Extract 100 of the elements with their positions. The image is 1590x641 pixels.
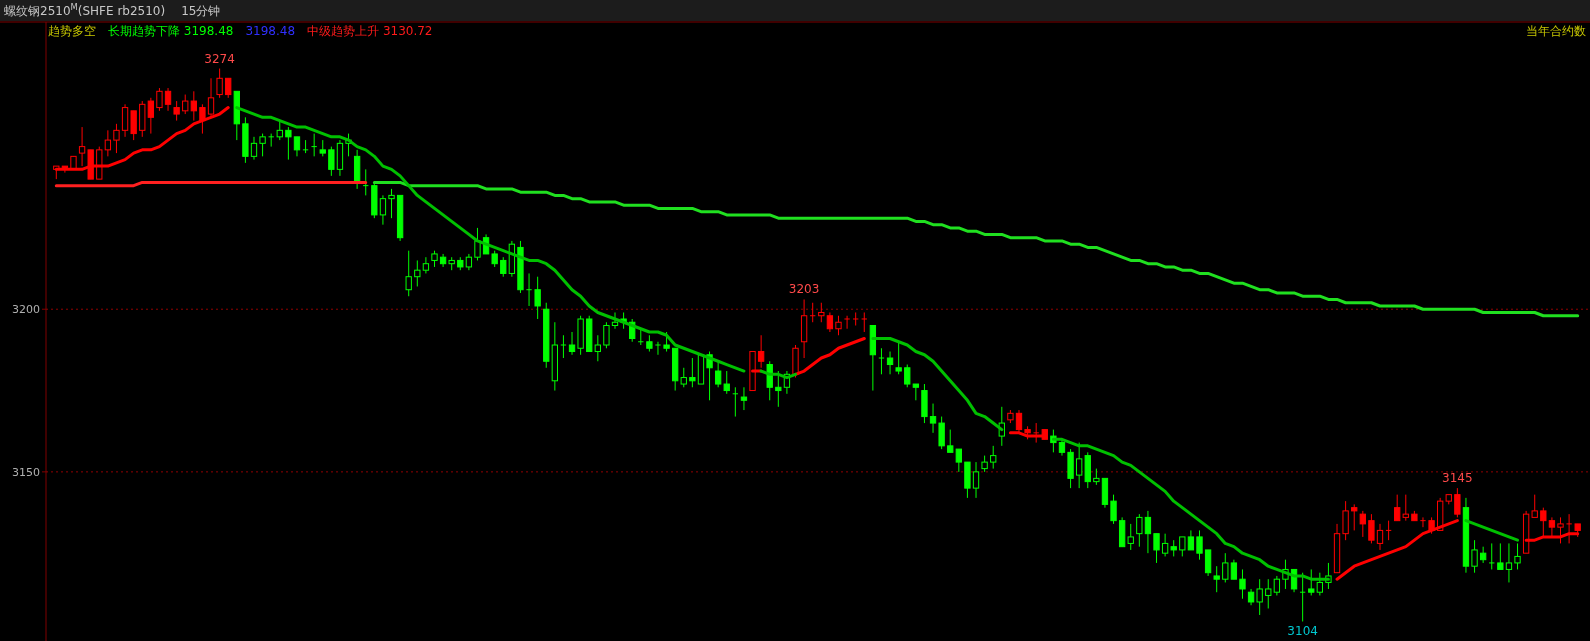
candlestick	[714, 360, 722, 388]
candlestick	[1076, 442, 1083, 489]
candlestick	[534, 276, 541, 320]
candlestick	[1161, 533, 1169, 557]
candlestick	[1505, 542, 1513, 583]
candlestick	[362, 168, 369, 196]
candlestick	[1127, 523, 1134, 551]
y-tick-label: 3150	[12, 465, 40, 479]
candlestick	[1316, 572, 1323, 596]
annotation: 3274	[204, 51, 235, 66]
candlestick	[1265, 578, 1272, 609]
candlestick	[1514, 542, 1521, 570]
candlestick	[1308, 568, 1315, 596]
candlestick	[173, 100, 180, 122]
annotation: 当年合约数	[1526, 24, 1586, 38]
candlestick	[1368, 513, 1375, 544]
candlestick	[1239, 568, 1246, 600]
candlestick	[1531, 494, 1538, 518]
candlestick	[843, 315, 851, 330]
candlestick	[525, 272, 533, 307]
candlestick	[1454, 487, 1461, 518]
candlestick	[680, 367, 687, 388]
candlestick	[121, 103, 129, 138]
candlestick	[1540, 507, 1547, 538]
candlestick	[1557, 516, 1564, 544]
candlestick	[1359, 510, 1366, 538]
candlestick	[104, 129, 112, 157]
candlestick	[1342, 500, 1349, 541]
candlestick	[1299, 572, 1306, 622]
chart-title: 螺纹钢2510$^{M}$(SHFE rb2510)	[4, 2, 166, 18]
candlestick	[904, 364, 911, 388]
candlestick	[594, 334, 601, 362]
candlestick	[663, 331, 670, 353]
candlestick	[603, 321, 610, 349]
candlestick	[311, 133, 318, 157]
candlestick	[268, 133, 275, 148]
candlestick	[835, 315, 842, 336]
candlestick	[1256, 578, 1263, 616]
candlestick	[422, 256, 430, 274]
candlestick	[929, 403, 937, 434]
chart-subtitle: 15分钟	[181, 4, 221, 18]
candlestick	[861, 311, 868, 333]
candlestick	[1419, 516, 1427, 528]
candlestick	[878, 347, 885, 375]
candlestick	[182, 94, 189, 115]
annotation: 3145	[1442, 471, 1473, 486]
candlestick	[164, 87, 172, 112]
candlestick	[1376, 523, 1384, 551]
candlestick	[1497, 542, 1504, 570]
candlestick	[766, 360, 773, 401]
candlestick	[276, 120, 283, 141]
candlestick	[826, 311, 834, 333]
annotation: 3104	[1287, 624, 1318, 639]
candlestick	[405, 250, 412, 297]
line-series	[372, 180, 1580, 318]
candlestick	[259, 133, 266, 157]
candlestick	[1144, 510, 1152, 554]
candlestick	[895, 341, 902, 375]
candlestick	[328, 146, 335, 177]
candlestick	[1187, 529, 1195, 551]
candlestick	[1488, 542, 1495, 570]
candlestick	[130, 110, 137, 141]
candlestick	[500, 256, 507, 278]
candlestick	[1204, 549, 1212, 577]
candlestick	[1548, 516, 1556, 538]
candlestick	[1015, 409, 1023, 434]
candlestick	[1471, 539, 1478, 574]
annotation: 长期趋势下降 3198.48	[108, 24, 234, 38]
candlestick	[1565, 513, 1573, 544]
candlestick	[1213, 565, 1220, 593]
candlestick	[775, 370, 782, 408]
candlestick	[654, 341, 662, 356]
candlestick	[955, 448, 962, 473]
candlestick	[809, 302, 816, 323]
candlestick	[723, 370, 730, 395]
candlestick	[113, 123, 120, 154]
candlestick	[689, 357, 696, 388]
candlestick	[1136, 513, 1143, 548]
candlestick	[1153, 533, 1160, 564]
candlestick	[156, 87, 163, 112]
candlestick	[388, 188, 395, 219]
candlestick	[947, 429, 954, 453]
candlestick	[1273, 575, 1281, 596]
candlestick	[1033, 422, 1040, 444]
candlestick	[611, 311, 619, 330]
annotation: 趋势多空	[48, 24, 96, 38]
candlestick	[293, 136, 301, 157]
candlestick	[740, 386, 748, 411]
candlestick	[886, 351, 894, 375]
candlestick	[818, 302, 825, 323]
candlestick	[938, 416, 945, 450]
candlestick	[216, 68, 223, 99]
annotation: 3203	[788, 282, 820, 297]
candlestick	[757, 334, 765, 369]
candlestick	[474, 227, 481, 261]
annotation: 中级趋势上升 3130.72	[307, 24, 433, 38]
candlestick	[1196, 529, 1203, 561]
candlestick	[990, 445, 997, 470]
candlestick	[414, 259, 421, 287]
y-tick-label: 3200	[12, 303, 40, 317]
